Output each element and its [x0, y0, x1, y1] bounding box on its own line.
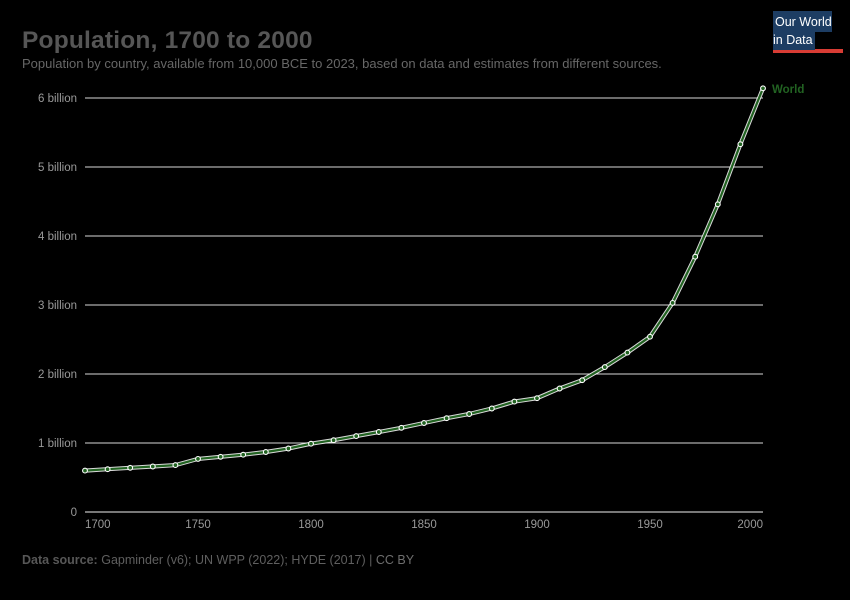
data-point-marker[interactable] [624, 349, 631, 356]
x-tick-label: 1950 [637, 519, 663, 531]
data-point-marker[interactable] [330, 437, 337, 444]
data-point-marker[interactable] [217, 453, 224, 460]
x-tick-label: 1900 [524, 519, 550, 531]
owid-logo-red-bar [773, 49, 843, 53]
chart-title: Population, 1700 to 2000 [22, 27, 313, 55]
y-tick-label: 0 [71, 507, 77, 519]
owid-logo-line1: Our World [775, 15, 832, 29]
data-point-marker[interactable] [488, 405, 495, 412]
license-link[interactable]: CC BY [375, 553, 415, 567]
x-tick-label: 2000 [737, 519, 763, 531]
data-point-marker[interactable] [308, 440, 314, 447]
data-point-marker[interactable] [466, 411, 473, 417]
data-point-marker[interactable] [172, 462, 179, 469]
data-point-marker[interactable] [692, 253, 699, 260]
y-tick-label: 2 billion [38, 369, 77, 381]
data-point-marker[interactable] [398, 424, 405, 431]
data-point-marker[interactable] [534, 395, 540, 402]
series-endpoint-label[interactable]: World [772, 84, 804, 96]
owid-logo[interactable]: Our World in Data [773, 11, 843, 53]
data-point-marker[interactable] [104, 466, 111, 473]
data-point-marker[interactable] [737, 141, 744, 148]
data-point-marker[interactable] [601, 364, 608, 371]
data-point-marker[interactable] [195, 455, 201, 462]
data-point-marker[interactable] [647, 333, 653, 340]
y-tick-label: 6 billion [38, 93, 77, 105]
data-point-marker[interactable] [556, 385, 563, 392]
data-point-marker[interactable] [443, 415, 450, 422]
y-tick-label: 4 billion [38, 231, 77, 243]
y-tick-label: 5 billion [38, 162, 77, 174]
chart-subtitle: Population by country, available from 10… [22, 56, 662, 71]
data-point-marker[interactable] [669, 299, 676, 306]
y-tick-label: 3 billion [38, 300, 77, 312]
data-point-marker[interactable] [149, 463, 156, 470]
data-point-marker[interactable] [285, 445, 292, 452]
data-point-marker[interactable] [375, 429, 382, 435]
x-tick-label: 1750 [185, 519, 211, 531]
x-tick-label: 1700 [85, 519, 111, 531]
data-point-marker[interactable] [82, 467, 88, 474]
data-point-marker[interactable] [421, 420, 427, 426]
data-point-marker[interactable] [714, 201, 721, 208]
data-point-marker[interactable] [579, 377, 586, 384]
data-point-marker[interactable] [760, 85, 766, 92]
series-halo [84, 87, 765, 473]
data-point-marker[interactable] [262, 449, 269, 455]
x-tick-label: 1850 [411, 519, 437, 531]
data-source-text[interactable]: Gapminder (v6); UN WPP (2022); HYDE (201… [101, 553, 366, 567]
y-tick-label: 1 billion [38, 438, 77, 450]
data-point-marker[interactable] [511, 398, 518, 405]
footer-separator: | [369, 553, 373, 567]
x-tick-label: 1800 [298, 519, 324, 531]
owid-logo-text: Our World in Data [773, 11, 832, 50]
data-point-marker[interactable] [240, 451, 247, 458]
owid-logo-line2: in Data [773, 33, 813, 47]
data-point-marker[interactable] [127, 464, 134, 471]
data-point-marker[interactable] [353, 433, 360, 440]
data-source-label: Data source: [22, 553, 98, 567]
series-line[interactable] [84, 87, 765, 472]
chart-footer: Data source: Gapminder (v6); UN WPP (202… [22, 553, 414, 567]
